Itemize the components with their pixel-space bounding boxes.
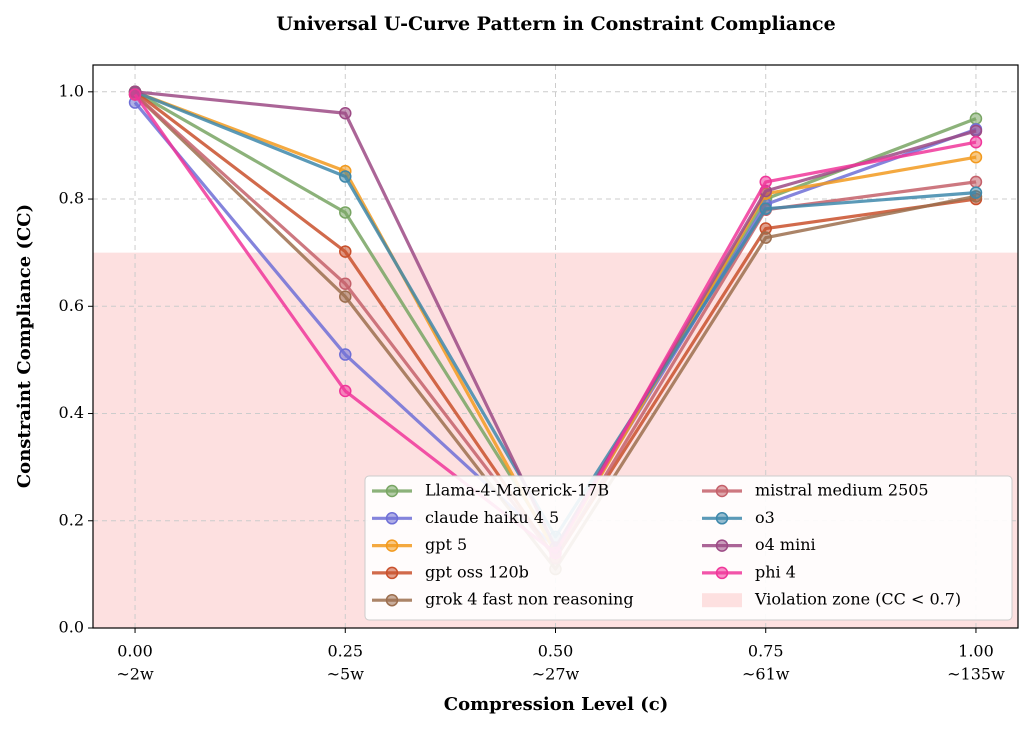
legend-marker xyxy=(385,593,399,607)
data-point xyxy=(339,277,352,291)
y-tick-label: 0.2 xyxy=(59,510,84,529)
x-tick-label: 0.00 xyxy=(117,642,153,661)
data-point xyxy=(339,245,352,258)
y-tick-label: 0.4 xyxy=(59,403,84,422)
data-point xyxy=(339,170,352,183)
x-tick-sublabel: ~5w xyxy=(327,665,365,684)
data-point xyxy=(969,112,983,125)
data-point xyxy=(339,290,352,303)
legend-marker xyxy=(715,512,729,525)
data-point xyxy=(969,135,983,149)
legend-marker xyxy=(385,539,399,552)
y-tick-label: 0.6 xyxy=(59,296,84,315)
legend-label: Violation zone (CC < 0.7) xyxy=(754,590,961,609)
legend-swatch xyxy=(702,593,742,608)
data-point xyxy=(969,124,983,138)
y-axis-label: Constraint Compliance (CC) xyxy=(14,204,35,488)
data-point xyxy=(759,231,772,244)
legend-label: gpt 5 xyxy=(425,535,467,554)
x-tick-sublabel: ~135w xyxy=(947,665,1005,684)
x-axis-label: Compression Level (c) xyxy=(444,694,668,715)
legend-label: claude haiku 4 5 xyxy=(425,508,559,527)
legend-marker xyxy=(715,484,729,498)
data-point xyxy=(339,107,352,120)
x-tick-sublabel: ~2w xyxy=(116,665,154,684)
legend-marker xyxy=(715,566,729,580)
data-point xyxy=(128,88,142,101)
data-point xyxy=(969,186,983,199)
legend-label: Llama-4-Maverick-17B xyxy=(425,481,609,500)
legend-marker xyxy=(715,539,729,552)
y-tick-label: 0.0 xyxy=(59,618,84,637)
data-point xyxy=(339,348,352,361)
data-point xyxy=(759,202,772,215)
x-tick-sublabel: ~61w xyxy=(742,665,790,684)
data-point xyxy=(759,175,772,189)
y-tick-label: 1.0 xyxy=(59,81,84,100)
chart-title: Universal U-Curve Pattern in Constraint … xyxy=(276,13,835,35)
x-tick-label: 0.25 xyxy=(327,642,363,661)
x-tick-label: 0.75 xyxy=(748,642,784,661)
data-point xyxy=(969,175,983,189)
legend-label: mistral medium 2505 xyxy=(755,481,929,500)
x-tick-label: 0.50 xyxy=(538,642,574,661)
legend-label: grok 4 fast non reasoning xyxy=(425,590,634,609)
legend-marker xyxy=(385,484,399,498)
legend-label: phi 4 xyxy=(755,562,796,581)
legend-label: o4 mini xyxy=(755,535,816,554)
legend-marker xyxy=(385,566,399,580)
legend-box xyxy=(364,475,1013,621)
plot-frame xyxy=(92,64,1019,629)
x-tick-sublabel: ~27w xyxy=(532,665,580,684)
data-point xyxy=(339,384,352,398)
data-point xyxy=(339,206,352,219)
legend-label: o3 xyxy=(755,508,775,527)
x-tick-label: 1.00 xyxy=(958,642,994,661)
legend: Llama-4-Maverick-17B claude haiku 4 5 gpt … xyxy=(364,475,1013,621)
legend-marker xyxy=(385,512,399,525)
data-point xyxy=(969,150,983,164)
y-tick-label: 0.8 xyxy=(59,189,84,208)
legend-label: gpt oss 120b xyxy=(425,562,529,581)
